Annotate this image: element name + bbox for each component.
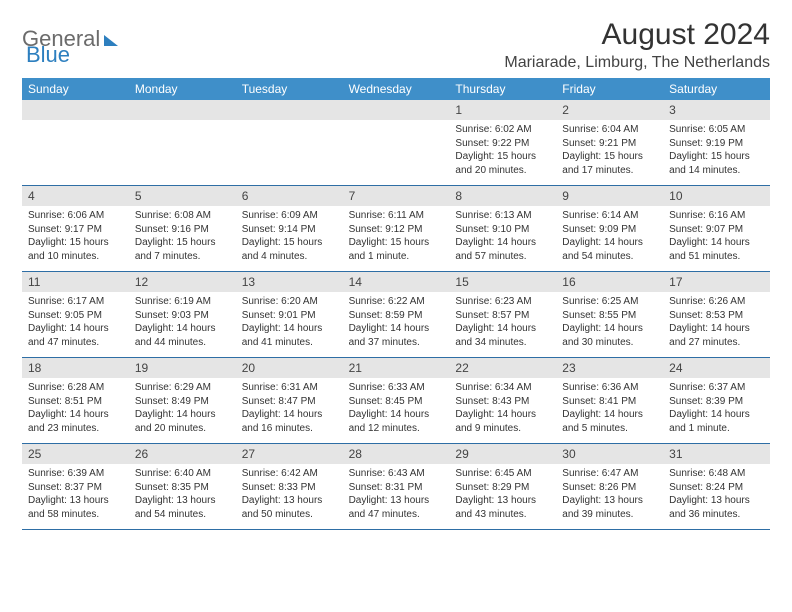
day-number <box>129 100 236 120</box>
calendar-page: General August 2024 Mariarade, Limburg, … <box>0 0 792 548</box>
dayhead-fri: Friday <box>556 78 663 100</box>
day-number: 25 <box>22 444 129 464</box>
day-detail: Sunrise: 6:37 AM Sunset: 8:39 PM Dayligh… <box>663 378 770 443</box>
day-number: 13 <box>236 272 343 292</box>
brand-blue: Blue <box>26 42 70 67</box>
day-number: 10 <box>663 186 770 206</box>
day-number: 1 <box>449 100 556 120</box>
day-number: 31 <box>663 444 770 464</box>
day-number: 11 <box>22 272 129 292</box>
day-detail <box>236 120 343 185</box>
day-detail: Sunrise: 6:13 AM Sunset: 9:10 PM Dayligh… <box>449 206 556 271</box>
day-number: 28 <box>343 444 450 464</box>
month-year: August 2024 <box>504 18 770 52</box>
day-detail: Sunrise: 6:05 AM Sunset: 9:19 PM Dayligh… <box>663 120 770 185</box>
day-detail: Sunrise: 6:47 AM Sunset: 8:26 PM Dayligh… <box>556 464 663 529</box>
day-detail: Sunrise: 6:39 AM Sunset: 8:37 PM Dayligh… <box>22 464 129 529</box>
day-detail: Sunrise: 6:33 AM Sunset: 8:45 PM Dayligh… <box>343 378 450 443</box>
day-number: 22 <box>449 358 556 378</box>
day-number: 29 <box>449 444 556 464</box>
day-number <box>22 100 129 120</box>
day-detail: Sunrise: 6:22 AM Sunset: 8:59 PM Dayligh… <box>343 292 450 357</box>
day-number: 5 <box>129 186 236 206</box>
day-detail: Sunrise: 6:25 AM Sunset: 8:55 PM Dayligh… <box>556 292 663 357</box>
day-detail: Sunrise: 6:29 AM Sunset: 8:49 PM Dayligh… <box>129 378 236 443</box>
dayhead-tue: Tuesday <box>236 78 343 100</box>
week-detail-row: Sunrise: 6:28 AM Sunset: 8:51 PM Dayligh… <box>22 378 770 444</box>
day-number: 8 <box>449 186 556 206</box>
day-number: 23 <box>556 358 663 378</box>
day-number: 20 <box>236 358 343 378</box>
day-detail: Sunrise: 6:28 AM Sunset: 8:51 PM Dayligh… <box>22 378 129 443</box>
brand-triangle-icon <box>104 35 118 46</box>
day-detail: Sunrise: 6:14 AM Sunset: 9:09 PM Dayligh… <box>556 206 663 271</box>
dayhead-thu: Thursday <box>449 78 556 100</box>
day-detail: Sunrise: 6:34 AM Sunset: 8:43 PM Dayligh… <box>449 378 556 443</box>
day-detail <box>343 120 450 185</box>
day-number <box>343 100 450 120</box>
day-detail: Sunrise: 6:31 AM Sunset: 8:47 PM Dayligh… <box>236 378 343 443</box>
week-detail-row: Sunrise: 6:39 AM Sunset: 8:37 PM Dayligh… <box>22 464 770 530</box>
day-detail: Sunrise: 6:45 AM Sunset: 8:29 PM Dayligh… <box>449 464 556 529</box>
day-number: 9 <box>556 186 663 206</box>
week-detail-row: Sunrise: 6:06 AM Sunset: 9:17 PM Dayligh… <box>22 206 770 272</box>
day-detail: Sunrise: 6:08 AM Sunset: 9:16 PM Dayligh… <box>129 206 236 271</box>
day-detail: Sunrise: 6:16 AM Sunset: 9:07 PM Dayligh… <box>663 206 770 271</box>
day-number: 3 <box>663 100 770 120</box>
day-detail: Sunrise: 6:04 AM Sunset: 9:21 PM Dayligh… <box>556 120 663 185</box>
dayhead-wed: Wednesday <box>343 78 450 100</box>
week-daynum-row: 123 <box>22 100 770 120</box>
week-detail-row: Sunrise: 6:02 AM Sunset: 9:22 PM Dayligh… <box>22 120 770 186</box>
week-detail-row: Sunrise: 6:17 AM Sunset: 9:05 PM Dayligh… <box>22 292 770 358</box>
day-detail: Sunrise: 6:17 AM Sunset: 9:05 PM Dayligh… <box>22 292 129 357</box>
day-detail <box>22 120 129 185</box>
day-number <box>236 100 343 120</box>
day-detail: Sunrise: 6:36 AM Sunset: 8:41 PM Dayligh… <box>556 378 663 443</box>
day-number: 30 <box>556 444 663 464</box>
day-number: 24 <box>663 358 770 378</box>
day-number: 2 <box>556 100 663 120</box>
day-detail: Sunrise: 6:02 AM Sunset: 9:22 PM Dayligh… <box>449 120 556 185</box>
day-detail: Sunrise: 6:20 AM Sunset: 9:01 PM Dayligh… <box>236 292 343 357</box>
dayhead-mon: Monday <box>129 78 236 100</box>
day-detail: Sunrise: 6:23 AM Sunset: 8:57 PM Dayligh… <box>449 292 556 357</box>
day-number: 17 <box>663 272 770 292</box>
day-detail <box>129 120 236 185</box>
week-daynum-row: 11121314151617 <box>22 272 770 292</box>
title-block: August 2024 Mariarade, Limburg, The Neth… <box>504 18 770 72</box>
day-detail: Sunrise: 6:48 AM Sunset: 8:24 PM Dayligh… <box>663 464 770 529</box>
day-detail: Sunrise: 6:40 AM Sunset: 8:35 PM Dayligh… <box>129 464 236 529</box>
day-number: 21 <box>343 358 450 378</box>
day-number: 14 <box>343 272 450 292</box>
calendar-day-headers: Sunday Monday Tuesday Wednesday Thursday… <box>22 78 770 100</box>
day-number: 18 <box>22 358 129 378</box>
day-number: 6 <box>236 186 343 206</box>
day-number: 4 <box>22 186 129 206</box>
day-detail: Sunrise: 6:26 AM Sunset: 8:53 PM Dayligh… <box>663 292 770 357</box>
day-detail: Sunrise: 6:11 AM Sunset: 9:12 PM Dayligh… <box>343 206 450 271</box>
day-number: 15 <box>449 272 556 292</box>
day-detail: Sunrise: 6:43 AM Sunset: 8:31 PM Dayligh… <box>343 464 450 529</box>
location: Mariarade, Limburg, The Netherlands <box>504 54 770 72</box>
day-number: 26 <box>129 444 236 464</box>
dayhead-sun: Sunday <box>22 78 129 100</box>
calendar-weeks: 123Sunrise: 6:02 AM Sunset: 9:22 PM Dayl… <box>22 100 770 530</box>
day-number: 19 <box>129 358 236 378</box>
day-number: 27 <box>236 444 343 464</box>
day-number: 7 <box>343 186 450 206</box>
day-number: 16 <box>556 272 663 292</box>
day-detail: Sunrise: 6:09 AM Sunset: 9:14 PM Dayligh… <box>236 206 343 271</box>
week-daynum-row: 25262728293031 <box>22 444 770 464</box>
week-daynum-row: 45678910 <box>22 186 770 206</box>
day-detail: Sunrise: 6:06 AM Sunset: 9:17 PM Dayligh… <box>22 206 129 271</box>
day-detail: Sunrise: 6:19 AM Sunset: 9:03 PM Dayligh… <box>129 292 236 357</box>
dayhead-sat: Saturday <box>663 78 770 100</box>
day-detail: Sunrise: 6:42 AM Sunset: 8:33 PM Dayligh… <box>236 464 343 529</box>
calendar: Sunday Monday Tuesday Wednesday Thursday… <box>22 78 770 530</box>
day-number: 12 <box>129 272 236 292</box>
week-daynum-row: 18192021222324 <box>22 358 770 378</box>
